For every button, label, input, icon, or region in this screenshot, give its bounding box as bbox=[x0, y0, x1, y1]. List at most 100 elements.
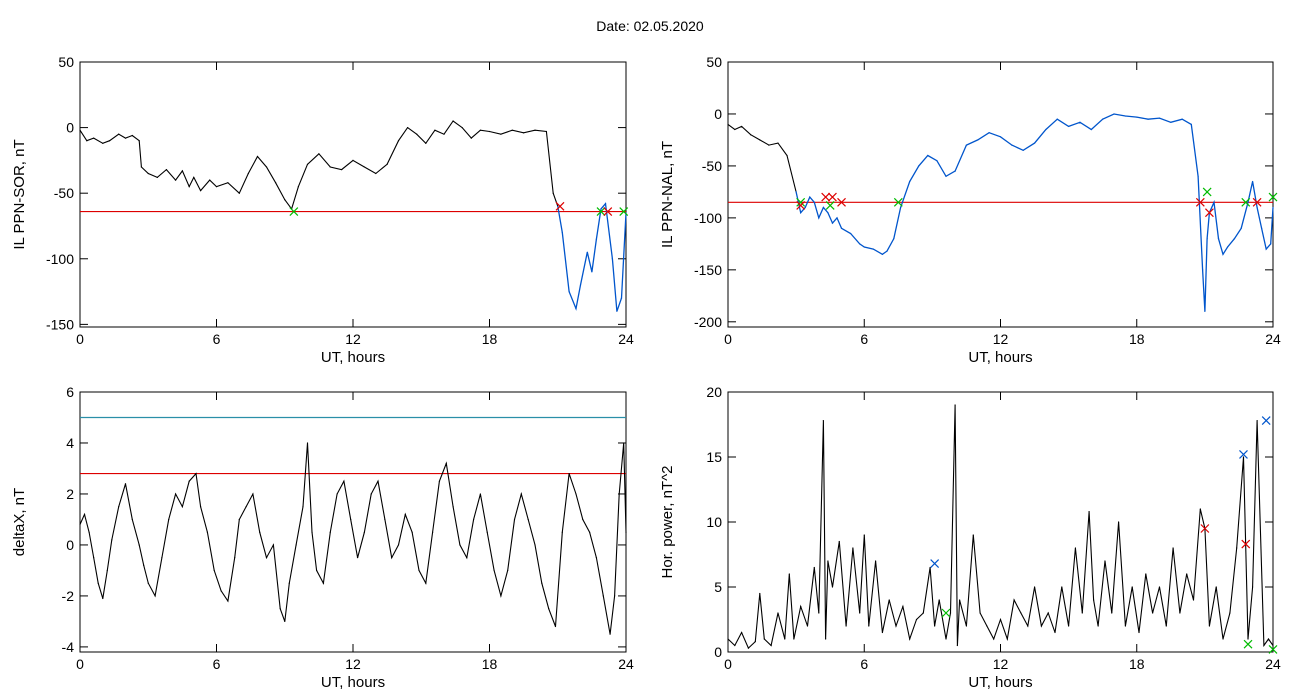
x-axis-label: UT, hours bbox=[321, 349, 385, 366]
data-point bbox=[813, 201, 815, 203]
data-point bbox=[548, 608, 550, 610]
data-point bbox=[845, 625, 847, 627]
plot-frame bbox=[727, 391, 1274, 653]
data-point bbox=[1152, 612, 1154, 614]
x-tick-label: 12 bbox=[993, 656, 1009, 672]
data-point bbox=[840, 227, 843, 229]
data-point bbox=[818, 217, 820, 219]
data-point bbox=[1056, 118, 1058, 120]
data-point bbox=[238, 192, 240, 194]
data-point bbox=[886, 250, 888, 252]
data-point bbox=[252, 493, 254, 495]
data-point bbox=[1104, 560, 1106, 562]
data-point bbox=[336, 493, 338, 495]
data-point bbox=[595, 238, 598, 240]
data-point bbox=[552, 192, 554, 194]
x-tick-label: 18 bbox=[482, 656, 498, 672]
data-point bbox=[938, 599, 940, 601]
data-point bbox=[165, 168, 168, 171]
data-point bbox=[363, 166, 365, 168]
data-point bbox=[827, 212, 829, 214]
y-tick-label: -150 bbox=[694, 262, 722, 278]
data-point bbox=[306, 163, 309, 165]
data-point bbox=[881, 631, 884, 634]
x-tick-label: 0 bbox=[76, 331, 84, 347]
data-point bbox=[568, 290, 570, 293]
data-point bbox=[188, 186, 190, 188]
data-point bbox=[741, 125, 743, 128]
data-point bbox=[999, 618, 1002, 621]
data-point bbox=[965, 144, 968, 146]
data-point bbox=[988, 132, 990, 134]
y-tick-label: 4 bbox=[66, 435, 74, 451]
series-line-highlight bbox=[795, 113, 1274, 312]
data-point bbox=[195, 472, 197, 475]
data-point bbox=[1242, 456, 1245, 458]
data-point bbox=[220, 590, 222, 592]
data-point bbox=[215, 186, 218, 188]
marker-start bbox=[1268, 192, 1278, 202]
data-point bbox=[238, 518, 240, 521]
data-point bbox=[1192, 599, 1195, 601]
data-point bbox=[909, 638, 911, 640]
y-axis-label: Hor. power, nT^2 bbox=[659, 466, 676, 579]
y-tick-label: -4 bbox=[62, 639, 75, 655]
data-point bbox=[356, 557, 359, 559]
y-tick-label: 0 bbox=[714, 644, 722, 660]
data-point bbox=[747, 647, 750, 649]
data-point bbox=[945, 175, 947, 177]
data-point bbox=[1265, 248, 1267, 250]
data-point bbox=[297, 186, 299, 188]
data-point bbox=[206, 531, 208, 533]
x-tick-label: 6 bbox=[213, 331, 221, 347]
data-point bbox=[534, 129, 536, 131]
data-point bbox=[1111, 612, 1113, 614]
data-point bbox=[247, 172, 249, 175]
data-point bbox=[350, 518, 352, 521]
data-point bbox=[479, 493, 481, 495]
data-point bbox=[156, 176, 158, 179]
data-point bbox=[1213, 201, 1215, 203]
data-point bbox=[793, 638, 795, 640]
data-point bbox=[500, 133, 502, 135]
data-point bbox=[147, 582, 149, 584]
data-point bbox=[118, 133, 120, 135]
data-point bbox=[561, 231, 563, 234]
data-point bbox=[554, 625, 557, 628]
marker-end bbox=[837, 197, 846, 207]
data-point bbox=[523, 132, 525, 134]
data-point bbox=[872, 248, 874, 250]
y-tick-label: 50 bbox=[706, 54, 722, 70]
data-point bbox=[284, 199, 286, 201]
data-point bbox=[1206, 238, 1208, 240]
data-point bbox=[174, 179, 177, 181]
data-point bbox=[154, 595, 156, 597]
data-point bbox=[1011, 144, 1013, 146]
data-point bbox=[795, 191, 797, 193]
y-tick-label: 0 bbox=[66, 120, 74, 136]
data-point bbox=[147, 172, 149, 175]
marker-peak bbox=[930, 559, 940, 569]
data-point bbox=[934, 625, 936, 627]
x-axis-label: UT, hours bbox=[968, 349, 1032, 366]
data-point bbox=[168, 518, 170, 521]
data-point bbox=[977, 139, 979, 141]
panel-3 bbox=[79, 391, 627, 653]
data-point bbox=[306, 442, 309, 444]
data-point bbox=[1113, 113, 1115, 115]
data-point bbox=[786, 154, 788, 157]
data-point bbox=[1197, 175, 1199, 177]
y-tick-label: -200 bbox=[694, 314, 722, 330]
data-point bbox=[272, 544, 274, 546]
x-tick-label: 24 bbox=[618, 331, 634, 347]
data-point bbox=[256, 155, 259, 158]
marker-start bbox=[1241, 197, 1251, 207]
data-point bbox=[759, 139, 761, 141]
data-point bbox=[138, 140, 140, 142]
data-point bbox=[181, 170, 183, 172]
data-point bbox=[1247, 201, 1249, 203]
data-point bbox=[416, 133, 418, 135]
y-tick-label: 6 bbox=[66, 384, 74, 400]
data-point bbox=[1136, 116, 1138, 118]
data-point bbox=[959, 599, 961, 601]
